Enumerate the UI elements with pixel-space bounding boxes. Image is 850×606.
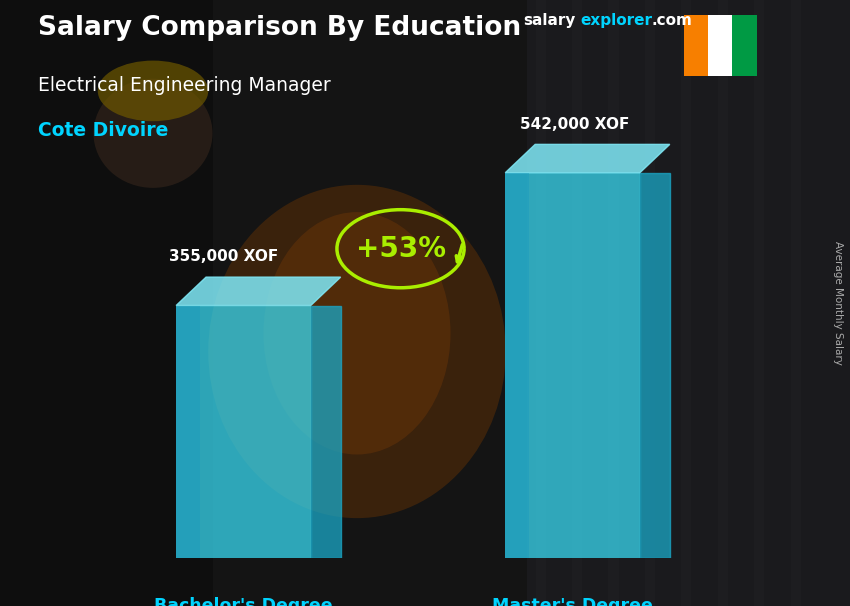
Bar — [681, 0, 691, 606]
Bar — [505, 173, 640, 558]
Bar — [717, 0, 728, 606]
Text: Average Monthly Salary: Average Monthly Salary — [833, 241, 843, 365]
Text: 542,000 XOF: 542,000 XOF — [520, 116, 630, 132]
Polygon shape — [505, 144, 670, 173]
Ellipse shape — [98, 61, 208, 121]
Bar — [176, 305, 201, 558]
Bar — [609, 0, 619, 606]
Text: Electrical Engineering Manager: Electrical Engineering Manager — [38, 76, 331, 95]
Text: salary: salary — [523, 13, 575, 28]
Bar — [0, 0, 212, 606]
Text: .com: .com — [651, 13, 692, 28]
Bar — [733, 15, 757, 76]
Polygon shape — [640, 173, 670, 558]
Text: Master's Degree: Master's Degree — [492, 596, 653, 606]
Text: Bachelor's Degree: Bachelor's Degree — [154, 596, 332, 606]
Text: Salary Comparison By Education: Salary Comparison By Education — [38, 15, 521, 41]
Text: explorer: explorer — [581, 13, 653, 28]
Bar — [527, 0, 850, 606]
Text: 355,000 XOF: 355,000 XOF — [168, 249, 278, 264]
Polygon shape — [311, 305, 341, 558]
Bar — [505, 173, 530, 558]
Polygon shape — [176, 277, 341, 305]
Ellipse shape — [264, 212, 450, 454]
Bar — [684, 15, 708, 76]
Bar — [645, 0, 655, 606]
Bar — [790, 0, 801, 606]
Ellipse shape — [94, 79, 212, 188]
Bar — [708, 15, 733, 76]
Bar — [176, 305, 311, 558]
Bar — [536, 0, 546, 606]
Text: Cote Divoire: Cote Divoire — [38, 121, 168, 140]
Bar — [754, 0, 764, 606]
Text: +53%: +53% — [355, 235, 445, 263]
Bar — [572, 0, 582, 606]
Ellipse shape — [208, 185, 506, 518]
